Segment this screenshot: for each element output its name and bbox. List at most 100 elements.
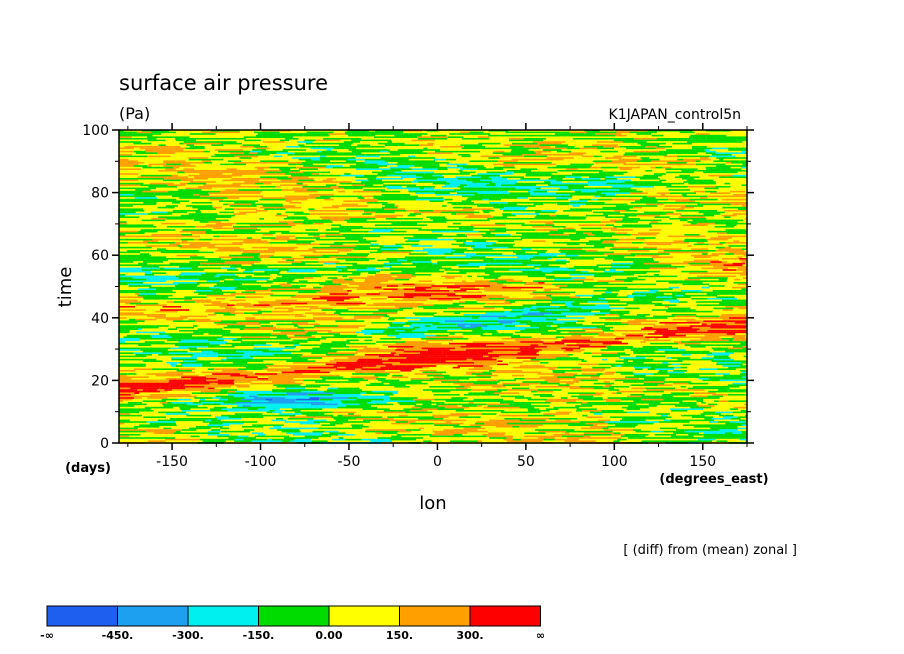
heatmap-cell <box>541 333 571 335</box>
heatmap-cell <box>719 176 747 179</box>
heatmap-cell <box>626 301 652 303</box>
heatmap-cell <box>643 262 670 265</box>
heatmap-cell <box>684 238 707 241</box>
heatmap-cell <box>268 341 294 343</box>
heatmap-cell <box>255 317 261 319</box>
heatmap-cell <box>317 306 344 308</box>
heatmap-cell <box>386 328 409 331</box>
heatmap-cell <box>565 134 579 137</box>
heatmap-cell <box>655 291 666 294</box>
heatmap-cell <box>298 203 324 206</box>
heatmap-cell <box>731 154 747 156</box>
heatmap-cell <box>462 275 468 278</box>
heatmap-cell <box>184 296 192 299</box>
heatmap-cell <box>212 174 227 177</box>
heatmap-cell <box>504 150 511 153</box>
heatmap-cell <box>524 133 548 135</box>
heatmap-cell <box>726 162 731 164</box>
heatmap-cell <box>524 246 553 249</box>
heatmap-cell <box>657 205 665 207</box>
heatmap-cell <box>732 334 746 337</box>
heatmap-cell <box>408 328 416 331</box>
heatmap-cell <box>640 253 670 255</box>
heatmap-cell <box>662 166 672 169</box>
heatmap-cell <box>291 174 319 177</box>
heatmap-cell <box>591 165 621 167</box>
heatmap-cell <box>208 285 214 287</box>
heatmap-cell <box>633 130 648 132</box>
heatmap-cell <box>311 226 340 228</box>
heatmap-cell <box>565 168 579 171</box>
heatmap-cell <box>156 250 172 252</box>
heatmap-cell <box>151 165 164 167</box>
heatmap-cell <box>222 136 236 139</box>
heatmap-cell <box>258 301 282 303</box>
heatmap-cell <box>582 283 604 286</box>
heatmap-cell <box>522 304 551 307</box>
heatmap-cell <box>306 189 334 191</box>
heatmap-cell <box>556 192 583 195</box>
heatmap-cell <box>464 301 477 303</box>
heatmap-cell <box>232 339 243 342</box>
heatmap-cell <box>565 302 572 305</box>
heatmap-cell <box>644 211 674 214</box>
heatmap-cell <box>534 299 560 302</box>
heatmap-cell <box>152 229 176 231</box>
heatmap-cell <box>214 312 231 315</box>
heatmap-cell <box>184 154 199 156</box>
heatmap-cell <box>461 155 471 158</box>
heatmap-cell <box>610 187 631 190</box>
heatmap-cell <box>135 306 153 308</box>
heatmap-cell <box>627 203 647 206</box>
heatmap-cell <box>736 269 745 271</box>
heatmap-cell <box>203 162 213 164</box>
heatmap-cell <box>476 294 487 297</box>
heatmap-cell <box>420 294 431 297</box>
heatmap-cell <box>730 216 742 219</box>
heatmap-cell <box>477 173 500 175</box>
heatmap-cell <box>382 331 413 334</box>
heatmap-cell <box>200 210 216 212</box>
heatmap-cell <box>405 341 429 343</box>
heatmap-cell <box>119 322 138 324</box>
heatmap-cell <box>602 330 614 332</box>
heatmap-cell <box>412 331 439 334</box>
heatmap-cell <box>144 272 152 275</box>
heatmap-cell <box>213 227 231 230</box>
heatmap-cell <box>523 155 547 158</box>
heatmap-cell <box>282 155 310 158</box>
heatmap-cell <box>125 214 151 217</box>
heatmap-cell <box>149 286 176 289</box>
heatmap-cell <box>536 130 553 132</box>
heatmap-cell <box>243 149 253 151</box>
heatmap-cell <box>277 261 302 263</box>
heatmap-cell <box>276 133 298 135</box>
heatmap-cell <box>520 330 548 332</box>
heatmap-cell <box>248 282 273 284</box>
heatmap-cell <box>690 158 712 161</box>
heatmap-cell <box>196 139 226 142</box>
heatmap-cell <box>686 194 712 196</box>
heatmap-cell <box>643 205 658 207</box>
heatmap-cell <box>569 182 590 185</box>
heatmap-cell <box>467 130 489 132</box>
heatmap-cell <box>740 278 747 281</box>
heatmap-cell <box>439 163 447 166</box>
heatmap-cell <box>614 197 643 199</box>
heatmap-cell <box>692 338 701 340</box>
heatmap-cell <box>336 258 358 260</box>
heatmap-cell <box>119 195 138 198</box>
heatmap-cell <box>469 322 485 324</box>
heatmap-cell <box>673 178 682 180</box>
heatmap-cell <box>119 146 125 148</box>
heatmap-cell <box>635 186 654 188</box>
heatmap-cell <box>194 152 218 155</box>
heatmap-cell <box>209 198 224 201</box>
heatmap-cell <box>383 301 405 303</box>
heatmap-cell <box>342 194 354 196</box>
heatmap-cell <box>124 328 139 331</box>
heatmap-cell <box>390 230 407 233</box>
heatmap-cell <box>482 328 499 331</box>
heatmap-cell <box>242 283 254 286</box>
heatmap-cell <box>243 210 256 212</box>
